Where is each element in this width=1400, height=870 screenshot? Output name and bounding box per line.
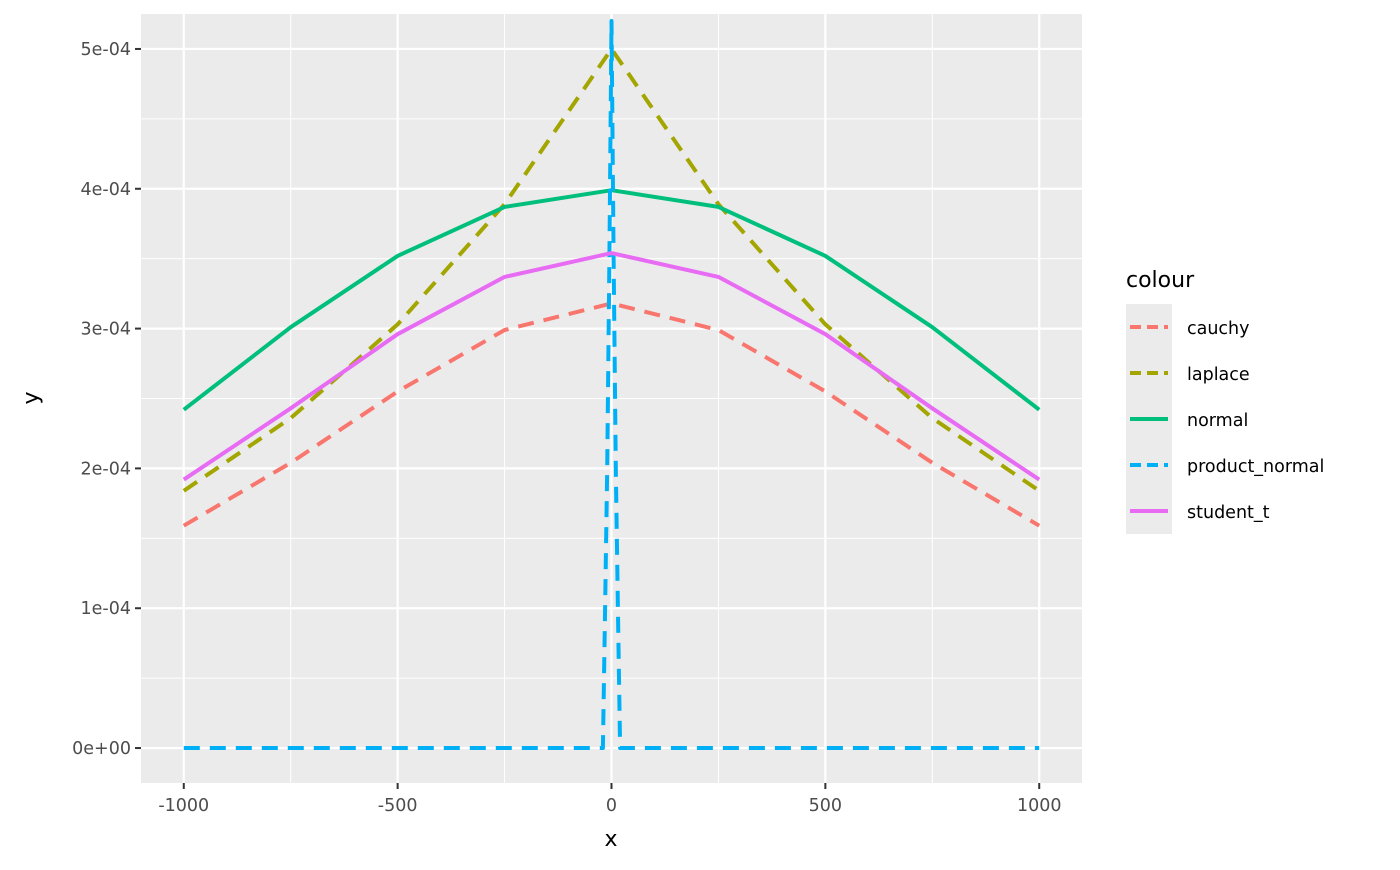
y-tick-label: 0e+00	[72, 739, 131, 759]
legend: colour cauchy laplace normal product_normal…	[1126, 268, 1324, 534]
legend-label-normal: normal	[1187, 411, 1248, 431]
legend-label-product-normal: product_normal	[1187, 457, 1324, 477]
legend-label-student-t: student_t	[1187, 503, 1270, 523]
series-line-cauchy	[182, 301, 1041, 528]
y-tick-label: 2e-04	[81, 459, 131, 479]
x-tick-label: -500	[378, 796, 418, 816]
legend-label-laplace: laplace	[1187, 365, 1250, 385]
x-tick-label: 1000	[1017, 796, 1062, 816]
y-axis-label: y	[19, 391, 44, 404]
major-gridlines	[141, 14, 1082, 783]
legend-label-cauchy: cauchy	[1187, 319, 1250, 339]
legend-items: cauchy laplace normal product_normalstudent…	[1130, 319, 1324, 523]
y-tick-label: 4e-04	[81, 180, 131, 200]
x-axis: -1000 -500 0 500 1000	[158, 783, 1062, 816]
y-tick-label: 1e-04	[81, 599, 131, 619]
y-tick-label: 5e-04	[81, 40, 131, 60]
x-tick-label: 0	[606, 796, 617, 816]
x-axis-label: x	[604, 827, 617, 852]
y-tick-label: 3e-04	[81, 320, 131, 340]
x-tick-label: -1000	[158, 796, 209, 816]
x-tick-label: 500	[809, 796, 842, 816]
series-line-student-t	[182, 251, 1041, 482]
legend-title: colour	[1126, 268, 1195, 293]
y-axis: 0e+00 1e-04 2e-04 3e-04 4e-04 5e-04	[72, 40, 141, 759]
series-line-product-normal	[183, 19, 1040, 750]
series-layer	[182, 19, 1041, 750]
